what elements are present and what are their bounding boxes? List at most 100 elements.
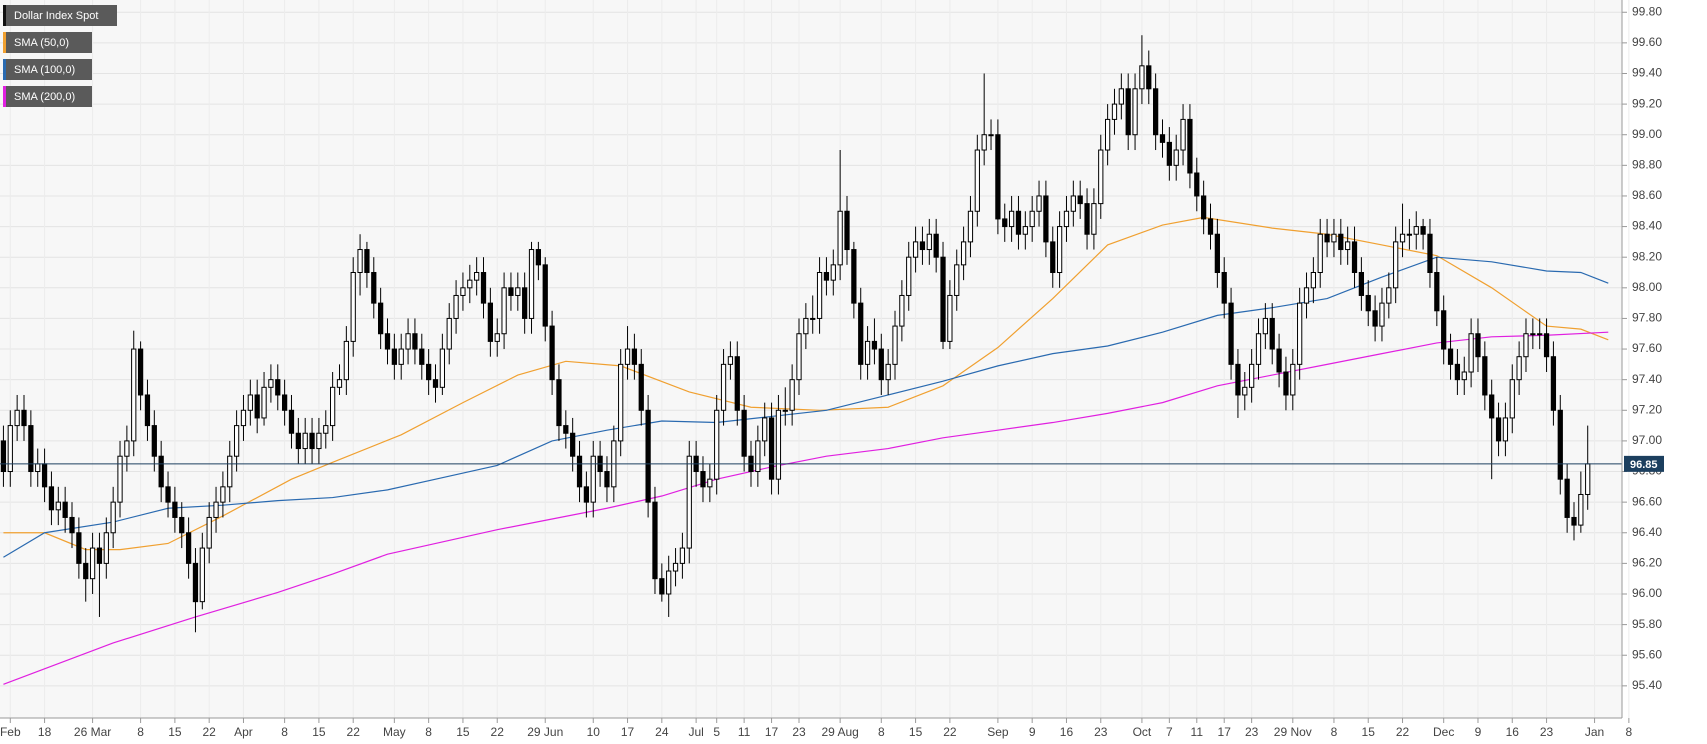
candle-body xyxy=(1146,65,1152,90)
candle-body xyxy=(0,440,7,473)
candle-body xyxy=(220,486,226,503)
legend-box xyxy=(3,5,117,26)
legend-swatch xyxy=(3,5,6,26)
x-tick-label: 24 xyxy=(655,725,669,739)
candle-body xyxy=(1585,463,1591,495)
candle-body xyxy=(919,241,926,251)
y-tick-label: 97.20 xyxy=(1632,402,1662,416)
candle-body xyxy=(1502,417,1509,442)
axes: 95.4095.6095.8096.0096.2096.4096.6096.80… xyxy=(0,0,1664,739)
legend-swatch xyxy=(3,32,6,53)
x-tick-label: 16 xyxy=(1506,725,1520,739)
candle-body xyxy=(336,379,343,388)
candle-body xyxy=(528,249,535,319)
candle-body xyxy=(1578,493,1584,526)
y-tick-label: 98.40 xyxy=(1632,219,1662,233)
candle-body xyxy=(1125,88,1131,136)
candle-body xyxy=(1194,172,1200,197)
x-tick-label: 17 xyxy=(765,725,779,739)
candle-body xyxy=(309,432,315,450)
candle-body xyxy=(343,340,349,381)
candle-body xyxy=(199,547,205,603)
candle-body xyxy=(782,409,788,412)
candle-body xyxy=(28,425,34,473)
candle-body xyxy=(288,409,295,434)
candle-body xyxy=(858,302,864,365)
candle-body xyxy=(1091,203,1097,235)
candle-body xyxy=(1201,195,1207,220)
candle-body xyxy=(1043,195,1049,243)
legend-swatch xyxy=(3,59,6,80)
x-tick-label: Oct xyxy=(1133,725,1152,739)
candle-body xyxy=(1351,241,1358,274)
candle-body xyxy=(1571,516,1577,526)
x-tick-label: 9 xyxy=(1475,725,1482,739)
candle-body xyxy=(851,249,857,304)
x-tick-label: May xyxy=(383,725,406,739)
y-tick-label: 98.80 xyxy=(1632,158,1662,172)
candle-body xyxy=(281,394,288,411)
candle-body xyxy=(405,333,411,350)
candle-body xyxy=(62,501,68,518)
candle-body xyxy=(261,386,267,419)
y-tick-label: 99.00 xyxy=(1632,127,1662,141)
candle-body xyxy=(1447,348,1454,365)
candle-body xyxy=(762,417,768,442)
candle-body xyxy=(638,363,644,411)
y-tick-label: 96.00 xyxy=(1632,586,1662,600)
candle-body xyxy=(926,233,932,251)
candle-body xyxy=(624,348,631,365)
y-tick-label: 95.80 xyxy=(1632,617,1662,631)
candle-body xyxy=(185,532,192,564)
candle-body xyxy=(899,294,905,327)
candle-body xyxy=(446,317,452,350)
candle-body xyxy=(460,287,466,296)
candle-body xyxy=(933,233,939,258)
candle-body xyxy=(1077,195,1083,205)
candle-body xyxy=(172,501,178,518)
y-tick-label: 96.40 xyxy=(1632,525,1662,539)
y-tick-label: 98.00 xyxy=(1632,280,1662,294)
candle-body xyxy=(1290,363,1296,396)
candle-body xyxy=(1406,233,1413,236)
candle-body xyxy=(1557,409,1563,480)
candle-body xyxy=(686,455,692,549)
candle-body xyxy=(570,432,576,457)
candle-body xyxy=(1324,233,1330,243)
x-tick-label: 29 Jun xyxy=(527,725,563,739)
x-tick-label: 8 xyxy=(425,725,432,739)
candle-body xyxy=(240,409,247,427)
candle-body xyxy=(144,394,151,427)
candle-body xyxy=(384,333,391,350)
candle-body xyxy=(1420,226,1426,235)
candle-body xyxy=(947,294,953,342)
candle-body xyxy=(1441,310,1447,350)
y-tick-label: 98.60 xyxy=(1632,188,1662,202)
x-tick-label: Sep xyxy=(987,725,1009,739)
candle-body xyxy=(830,264,836,281)
candle-body xyxy=(1509,379,1515,419)
candle-body xyxy=(1331,233,1337,243)
candle-body xyxy=(41,463,48,488)
candle-body xyxy=(995,134,1001,220)
legend-label: SMA (100,0) xyxy=(14,64,75,76)
candle-body xyxy=(1070,195,1076,212)
x-tick-label: 8 xyxy=(1331,725,1338,739)
candle-body xyxy=(707,478,713,488)
candle-body xyxy=(1297,302,1303,365)
candle-body xyxy=(419,348,425,365)
y-tick-label: 98.20 xyxy=(1632,249,1662,263)
x-tick-label: 5 xyxy=(713,725,720,739)
candle-body xyxy=(1475,333,1481,358)
candle-body xyxy=(1482,356,1488,396)
candle-body xyxy=(158,455,164,488)
candle-body xyxy=(487,302,493,342)
candle-body xyxy=(1153,88,1159,136)
last-price-box xyxy=(1624,455,1664,472)
candle-body xyxy=(350,272,356,342)
candle-body xyxy=(247,394,253,411)
x-tick-label: 29 Aug xyxy=(821,725,858,739)
candle-body xyxy=(1118,88,1124,105)
candle-body xyxy=(1207,218,1214,235)
candle-body xyxy=(1413,226,1419,235)
